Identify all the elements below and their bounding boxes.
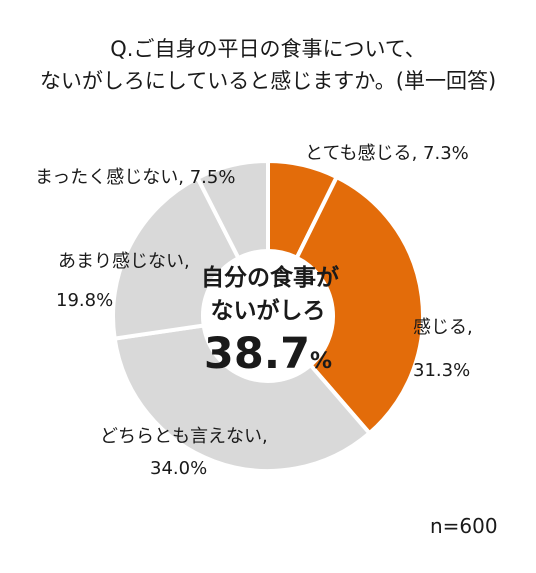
value-kanjiru: 31.3% — [413, 360, 470, 381]
slice-amari — [111, 175, 242, 341]
value-amari: 19.8% — [56, 290, 113, 311]
sample-size: n=600 — [430, 514, 498, 538]
label-kanjiru: 感じる, — [413, 317, 473, 338]
label-amari: あまり感じない, — [58, 251, 190, 272]
label-totemo-kanjiru: とても感じる, 7.3% — [305, 143, 469, 164]
center-value: 38.7% — [204, 329, 332, 379]
slice-dochiratomo — [112, 323, 373, 473]
chart-title-line2: ないがしろにしていると感じますか。(単一回答) — [39, 69, 497, 93]
label-mattaku: まったく感じない, 7.5% — [35, 167, 235, 188]
center-line2: ないがしろ — [211, 297, 326, 324]
center-line1: 自分の食事が — [201, 264, 339, 291]
slice-kanjiru — [294, 174, 425, 436]
slice-mattaku — [194, 158, 270, 261]
chart-title-line1: Q.ご自身の平日の食事について、 — [110, 37, 426, 61]
value-dochiratomo: 34.0% — [150, 458, 207, 479]
label-dochiratomo: どちらとも言えない, — [100, 426, 268, 447]
